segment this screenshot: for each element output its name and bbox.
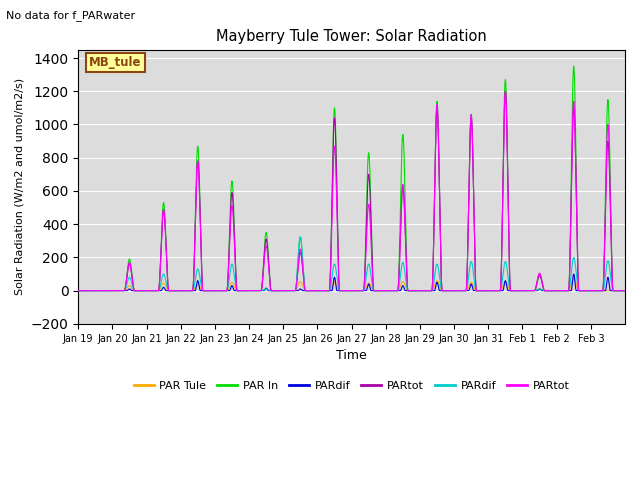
Title: Mayberry Tule Tower: Solar Radiation: Mayberry Tule Tower: Solar Radiation <box>216 29 487 44</box>
Legend: PAR Tule, PAR In, PARdif, PARtot, PARdif, PARtot: PAR Tule, PAR In, PARdif, PARtot, PARdif… <box>129 376 574 395</box>
Y-axis label: Solar Radiation (W/m2 and umol/m2/s): Solar Radiation (W/m2 and umol/m2/s) <box>15 78 25 295</box>
Text: MB_tule: MB_tule <box>89 56 141 69</box>
Text: No data for f_PARwater: No data for f_PARwater <box>6 10 136 21</box>
X-axis label: Time: Time <box>336 349 367 362</box>
